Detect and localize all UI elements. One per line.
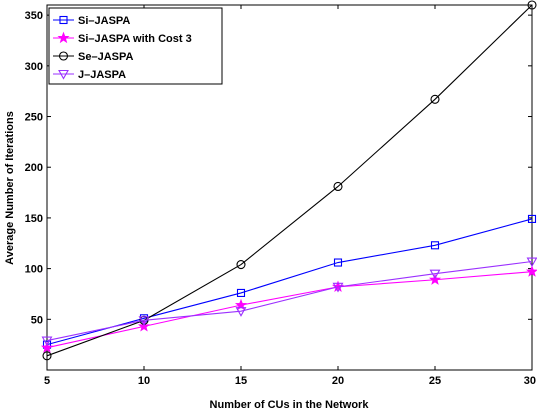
x-tick-label: 5 — [44, 375, 50, 387]
series-layer — [40, 0, 537, 361]
data-point-circle-marker — [333, 181, 343, 192]
x-tick-label: 25 — [429, 375, 441, 387]
data-point-circle-marker — [430, 94, 440, 104]
x-tick-label: 10 — [138, 375, 150, 387]
y-tick-label: 300 — [25, 61, 43, 73]
series-3 — [41, 257, 537, 347]
data-point-square-marker — [527, 214, 537, 223]
legend-entry: Si–JASPA with Cost 3 — [53, 31, 192, 45]
data-point-square-marker — [333, 258, 343, 267]
y-tick-label: 250 — [25, 112, 43, 124]
data-point-circle-marker — [527, 0, 537, 10]
data-point-triangle-marker — [235, 307, 247, 317]
x-tick-label: 15 — [235, 375, 247, 387]
axis-ticks: 5 10 15 20 25 30 50 100 150 200 250 300 350 — [25, 5, 536, 387]
data-point-triangle-marker — [526, 257, 537, 268]
series-line — [46, 4, 533, 357]
data-point-triangle-marker — [429, 269, 441, 280]
y-tick-label: 50 — [31, 314, 43, 326]
legend-entry: Si–JASPA — [53, 15, 130, 27]
x-tick-label: 20 — [332, 375, 344, 387]
legend: Si–JASPA Si–JASPA with Cost 3 Se–JASPA J–JA… — [48, 7, 223, 85]
y-tick-label: 200 — [25, 162, 43, 174]
y-tick-label: 100 — [25, 264, 43, 276]
x-tick-label: 30 — [524, 375, 536, 387]
data-point-circle-marker — [236, 260, 246, 270]
y-tick-label: 350 — [25, 10, 43, 22]
legend-entry: J–JASPA — [53, 69, 126, 81]
data-point-circle-marker — [42, 351, 52, 361]
legend-circle-marker — [58, 51, 69, 61]
legend-label: J–JASPA — [78, 69, 126, 81]
series-line — [46, 218, 533, 346]
data-point-triangle-marker — [138, 316, 150, 326]
y-tick-label: 150 — [25, 213, 43, 225]
data-point-star-marker — [525, 265, 537, 277]
data-point-square-marker — [236, 288, 246, 297]
series-line — [46, 260, 533, 342]
data-point-square-marker — [430, 241, 440, 250]
legend-label: Si–JASPA — [78, 15, 130, 27]
legend-star-marker — [57, 31, 70, 44]
legend-square-marker — [59, 15, 68, 25]
legend-label: Si–JASPA with Cost 3 — [78, 33, 192, 45]
legend-label: Se–JASPA — [78, 51, 133, 63]
series-line — [46, 271, 533, 349]
y-axis-label: Average Number of Iterations — [4, 111, 16, 265]
x-axis-label: Number of CUs in the Network — [210, 399, 370, 411]
data-point-star-marker — [40, 341, 54, 353]
legend-triangle-marker — [58, 69, 69, 80]
data-point-triangle-marker — [332, 282, 344, 293]
legend-entry: Se–JASPA — [53, 51, 133, 63]
legend-box — [48, 7, 223, 85]
data-point-triangle-marker — [41, 336, 53, 347]
